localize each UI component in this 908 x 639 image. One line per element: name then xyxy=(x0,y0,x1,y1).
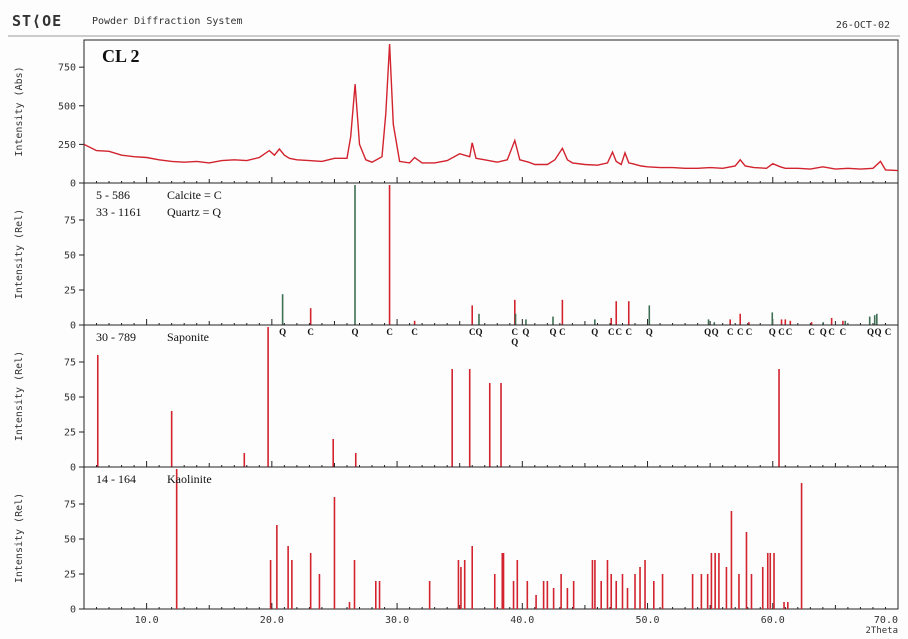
y-tick-label: 50 xyxy=(64,393,76,404)
phase-marker: C xyxy=(559,327,566,337)
report-header: ST⟨OE Powder Diffraction System 26-OCT-0… xyxy=(0,0,908,36)
phase-marker: C xyxy=(737,327,744,337)
x-tick-label: 20.0 xyxy=(260,615,284,626)
panel-frame-2 xyxy=(83,324,899,468)
phase-marker: C xyxy=(411,327,418,337)
phase-marker: Q xyxy=(820,327,827,337)
y-tick-label: 250 xyxy=(58,140,76,151)
report-date: 26-OCT-02 xyxy=(835,20,890,31)
phase-marker: C xyxy=(828,327,835,337)
phase-marker: C xyxy=(386,327,393,337)
y-tick-label: 0 xyxy=(70,463,76,474)
x-axis-label: 2Theta xyxy=(865,626,898,636)
panel-frame-3 xyxy=(83,466,899,610)
x-tick-label: 30.0 xyxy=(385,615,409,626)
x-tick-label: 60.0 xyxy=(761,615,785,626)
y-axis-label: Intensity (Rel) xyxy=(14,351,25,441)
y-tick-label: 500 xyxy=(58,101,76,112)
phase-marker: C xyxy=(786,327,793,337)
phase-marker: C xyxy=(840,327,847,337)
phase-marker: Q xyxy=(591,327,598,337)
x-tick-label: 50.0 xyxy=(635,615,659,626)
legend-name: Calcite = C xyxy=(167,188,222,202)
phase-marker: C xyxy=(307,327,314,337)
legend-name: Saponite xyxy=(167,330,209,344)
y-tick-label: 75 xyxy=(64,358,76,369)
phase-marker: Q xyxy=(874,327,881,337)
y-tick-label: 0 xyxy=(70,605,76,616)
phase-marker: C xyxy=(469,327,476,337)
phase-marker: Q xyxy=(646,327,653,337)
phase-marker: Q xyxy=(511,337,518,347)
legend-name: Kaolinite xyxy=(167,472,212,486)
phase-marker: C xyxy=(885,327,892,337)
y-axis-label: Intensity (Abs) xyxy=(14,66,25,156)
phase-marker: C xyxy=(746,327,753,337)
phase-marker: C xyxy=(808,327,815,337)
y-tick-label: 50 xyxy=(64,535,76,546)
legend-code: 33 - 1161 xyxy=(96,205,142,219)
y-tick-label: 25 xyxy=(64,428,76,439)
y-axis-label: Intensity (Rel) xyxy=(14,493,25,583)
x-tick-label: 40.0 xyxy=(510,615,534,626)
phase-marker: C xyxy=(626,327,633,337)
phase-marker: C xyxy=(512,327,519,337)
phase-marker: Q xyxy=(475,327,482,337)
phase-marker: Q xyxy=(549,327,556,337)
phase-marker: Q xyxy=(351,327,358,337)
phase-marker: C xyxy=(615,327,622,337)
phase-marker: Q xyxy=(867,327,874,337)
legend-code: 5 - 586 xyxy=(96,188,130,202)
phase-marker: C xyxy=(727,327,734,337)
y-tick-label: 0 xyxy=(70,179,76,190)
y-axis-label: Intensity (Rel) xyxy=(14,209,25,299)
y-tick-label: 750 xyxy=(58,63,76,74)
y-tick-label: 0 xyxy=(70,321,76,332)
stoe-logo: ST⟨OE xyxy=(12,12,63,30)
y-tick-label: 75 xyxy=(64,216,76,227)
legend-code: 30 - 789 xyxy=(96,330,136,344)
phase-marker: C xyxy=(778,327,785,337)
app-title: Powder Diffraction System xyxy=(92,16,243,27)
y-tick-label: 25 xyxy=(64,570,76,581)
phase-marker: Q xyxy=(522,327,529,337)
phase-marker: C xyxy=(608,327,615,337)
legend-code: 14 - 164 xyxy=(96,472,136,486)
y-tick-label: 25 xyxy=(64,286,76,297)
legend-name: Quartz = Q xyxy=(167,205,221,219)
phase-marker: Q xyxy=(704,327,711,337)
phase-marker: Q xyxy=(279,327,286,337)
phase-marker: Q xyxy=(712,327,719,337)
chart-title: CL 2 xyxy=(102,46,140,66)
x-tick-label: 70.0 xyxy=(874,615,898,626)
y-tick-label: 75 xyxy=(64,500,76,511)
phase-marker: Q xyxy=(769,327,776,337)
x-tick-label: 10.0 xyxy=(135,615,159,626)
y-tick-label: 50 xyxy=(64,251,76,262)
pattern-line xyxy=(83,43,899,172)
